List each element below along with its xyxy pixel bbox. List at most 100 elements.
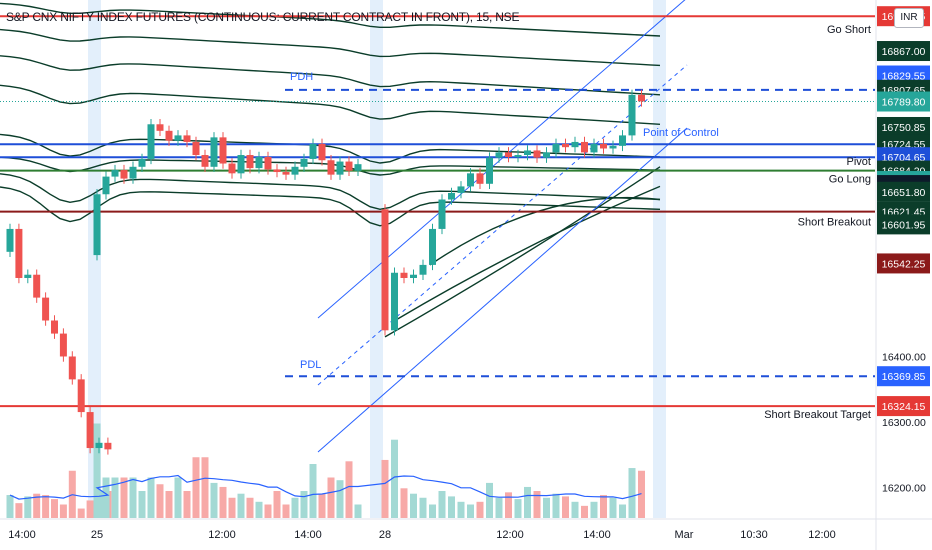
candle-body bbox=[514, 155, 522, 157]
volume-bar bbox=[93, 423, 101, 518]
candle-body bbox=[300, 158, 308, 167]
candle-body bbox=[327, 160, 335, 175]
price-tag-text: 16369.85 bbox=[882, 371, 926, 383]
candles bbox=[6, 89, 645, 455]
volume-bar bbox=[42, 495, 50, 518]
candle-body bbox=[419, 264, 427, 275]
session-band bbox=[370, 0, 383, 518]
candle-body bbox=[410, 274, 417, 278]
candle-body bbox=[486, 157, 493, 184]
band-line bbox=[0, 186, 661, 227]
candle-body bbox=[111, 170, 119, 177]
session-band bbox=[653, 0, 666, 518]
volume-bar bbox=[638, 470, 645, 518]
candle-body bbox=[68, 356, 76, 380]
volume-bar bbox=[327, 477, 335, 518]
candle-body bbox=[6, 228, 14, 252]
band-line bbox=[0, 84, 661, 125]
candle-body bbox=[381, 209, 389, 331]
volume-bar bbox=[429, 504, 436, 518]
volume-bar bbox=[102, 477, 110, 518]
volume-bar bbox=[282, 504, 290, 518]
volume-bar bbox=[273, 491, 281, 518]
volume-bar bbox=[147, 477, 155, 518]
volume-bar bbox=[495, 497, 503, 518]
candle-body bbox=[282, 172, 290, 175]
volume-bar bbox=[228, 497, 236, 518]
candle-body bbox=[628, 94, 636, 136]
level-label: Short Breakout Target bbox=[764, 409, 871, 421]
level-label: PDL bbox=[300, 359, 321, 371]
candle-body bbox=[543, 152, 550, 158]
candle-body bbox=[638, 94, 645, 102]
volume-bar bbox=[476, 501, 484, 518]
volume-bar bbox=[51, 499, 58, 518]
volume-bar bbox=[391, 439, 398, 518]
currency-badge[interactable]: INR bbox=[894, 8, 924, 28]
x-tick-label: 12:00 bbox=[808, 529, 836, 541]
x-tick-label: 14:00 bbox=[8, 529, 36, 541]
volume-bar bbox=[15, 503, 23, 518]
price-tag bbox=[877, 366, 930, 387]
channel-lower-line bbox=[317, 127, 688, 453]
band-line bbox=[384, 166, 661, 338]
price-tag-text: 16324.15 bbox=[882, 401, 926, 413]
volume-bar bbox=[345, 461, 353, 518]
level-label: Pivot bbox=[847, 156, 871, 168]
price-tag-text: 16651.80 bbox=[882, 187, 926, 199]
candle-body bbox=[129, 166, 137, 179]
volume-bar bbox=[156, 484, 164, 518]
y-tick-label: 16400.00 bbox=[882, 351, 926, 363]
band-line bbox=[394, 185, 661, 322]
candle-body bbox=[93, 194, 101, 256]
x-tick-label: Mar bbox=[675, 529, 694, 541]
candle-body bbox=[147, 124, 155, 159]
candle-body bbox=[291, 166, 299, 175]
volume-bar bbox=[120, 477, 128, 518]
volume-bar bbox=[6, 495, 14, 518]
volume-bar bbox=[300, 491, 308, 518]
volume-bar bbox=[600, 495, 607, 518]
price-tag-text: 16542.25 bbox=[882, 258, 926, 270]
candle-body bbox=[15, 228, 23, 278]
volume-bar bbox=[183, 491, 191, 518]
candle-body bbox=[237, 155, 245, 174]
volume-bar bbox=[291, 497, 299, 518]
price-tag bbox=[877, 91, 930, 112]
candle-body bbox=[438, 199, 446, 229]
volume-bar bbox=[628, 468, 636, 518]
band-line bbox=[0, 173, 661, 211]
price-tags: 16920.2516867.0016829.5516807.6516789.80… bbox=[877, 6, 930, 417]
candle-body bbox=[228, 163, 236, 174]
candle-body bbox=[104, 442, 112, 450]
volume-bar bbox=[77, 508, 85, 518]
x-tick-label: 10:30 bbox=[740, 529, 768, 541]
volume-ma-line bbox=[9, 474, 642, 500]
volume-bar bbox=[419, 497, 427, 518]
band-line bbox=[429, 196, 661, 266]
price-tag bbox=[877, 41, 930, 62]
level-label: Go Long bbox=[829, 174, 871, 186]
price-tag-text: 16829.55 bbox=[882, 71, 926, 83]
candle-body bbox=[429, 228, 436, 265]
volume-bar bbox=[255, 501, 263, 518]
level-label: Short Breakout bbox=[798, 217, 871, 229]
volume-bar bbox=[318, 493, 326, 518]
volume-bar bbox=[400, 488, 408, 518]
volume-bar bbox=[524, 486, 531, 518]
price-tag bbox=[877, 181, 930, 202]
volume-bar bbox=[514, 499, 522, 518]
volume-bar bbox=[581, 505, 588, 518]
candle-body bbox=[120, 170, 128, 179]
volume-bar bbox=[309, 464, 317, 518]
price-tag-text: 16789.80 bbox=[882, 97, 926, 109]
candle-body bbox=[264, 156, 272, 170]
candle-body bbox=[59, 333, 67, 357]
band-line bbox=[0, 55, 661, 96]
candle-body bbox=[51, 320, 58, 334]
candle-body bbox=[273, 169, 281, 173]
candle-body bbox=[156, 124, 164, 131]
candle-body bbox=[448, 192, 455, 200]
candle-body bbox=[309, 143, 317, 159]
